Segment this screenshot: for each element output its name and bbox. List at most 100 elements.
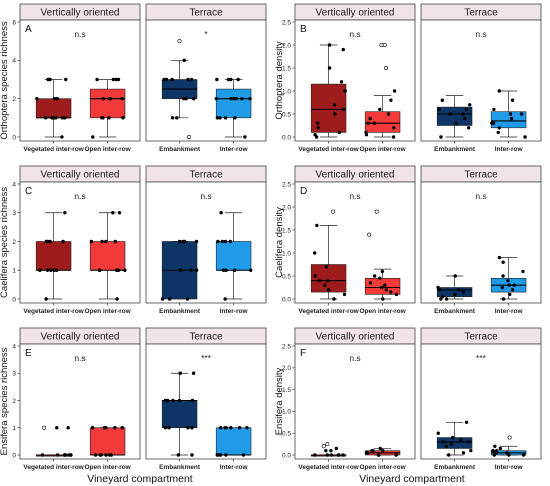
chart-f-facet-1-group-1-x-tick-label: Vegetated inter-row: [298, 464, 359, 471]
chart-a-facet-2-group-2-point: [229, 96, 233, 101]
chart-b-facet-2-group-1-point: [463, 116, 467, 121]
chart-f-facet-2-group-2-x-tick-label: Inter-row: [495, 464, 524, 471]
chart-f-facet-1-group-1-point: [341, 453, 345, 457]
chart-f-facet-2-group-2-point: [491, 448, 495, 453]
chart-a-facet-2-group-2-point: [231, 96, 236, 101]
chart-e-facet-2-group-1-point: [190, 453, 194, 457]
chart-d-facet-2-group-1-x-tick-label: Embankment: [434, 308, 476, 315]
chart-b-facet-2-group-1-x-tick-label: Embankment: [434, 146, 476, 153]
chart-d-y-tick-label: 1.5: [282, 227, 291, 234]
chart-c-facet-2-group-1-point: [177, 239, 182, 244]
chart-d-facet-2-group-1-box: [436, 287, 473, 297]
chart-c-facet-1-group-2-x-tick-label: Open inter-row: [84, 308, 131, 315]
chart-b-facet-2-group-2-point: [497, 126, 501, 130]
chart-c-facet-2-group-2-point: [219, 211, 223, 215]
chart-e-facet-1-group-2-point: [98, 453, 102, 457]
chart-d-y-tick-label: 1.0: [282, 250, 291, 257]
chart-f-y-tick-label: 2.5: [282, 343, 291, 350]
chart-c-y-tick-label: 3: [12, 210, 16, 217]
chart-a-y-tick-label: 0: [12, 134, 16, 141]
chart-c-facet-1-group-1-point: [52, 268, 57, 272]
chart-a-facet-1-group-2-x-tick-label: Open inter-row: [84, 146, 131, 153]
chart-a-facet-1-group-2-point: [121, 116, 125, 120]
chart-e-facet-2-group-1-point: [190, 398, 195, 403]
chart-d-facet-1-group-1-point: [326, 288, 331, 292]
chart-a-facet-1-group-1-point: [63, 116, 67, 120]
chart-b-facet-1-group-1-point: [343, 89, 347, 93]
chart-b-facet-2-group-2-box: [490, 111, 527, 129]
chart-c-y-tick-label: 2: [12, 239, 16, 246]
chart-b-facet-1-group-1-point: [332, 103, 337, 107]
chart-b-facet-2-group-2-point: [491, 121, 496, 125]
chart-a-panel-letter: A: [25, 24, 32, 35]
chart-e-facet-1-group-1-outlier-point: [42, 425, 47, 430]
chart-a-facet-1-group-2-point: [108, 96, 112, 101]
chart-b-facet-2-group-2-point: [519, 112, 524, 116]
chart-d-facet-2-significance: n.s: [475, 191, 486, 201]
chart-a-facet-2-group-1-outlier-point: [187, 135, 192, 140]
chart-a-facet-2-group-1-point: [170, 116, 175, 120]
chart-c-facet-2-significance: n.s: [200, 191, 211, 201]
chart-e-y-axis-title: Ensifera species richness: [0, 347, 10, 455]
chart-d-facet-1-group-2-point: [384, 288, 389, 292]
chart-b-y-tick-label: 0.5: [282, 111, 291, 118]
chart-f-facet-1-group-1-outlier-point: [325, 442, 330, 447]
chart-c-facet-2-group-2-point: [223, 297, 227, 301]
chart-c-facet-2-group-2-point: [221, 268, 226, 272]
chart-b-facet-1-group-1-point: [316, 121, 320, 125]
chart-f-facet-2-group-1-box: [436, 437, 473, 449]
chart-d-facet-2-group-2-point: [500, 285, 505, 290]
chart-e-y-tick-label: 3: [12, 371, 16, 378]
chart-b-facet-2-strip-label: Terrace: [464, 8, 498, 19]
chart-a-facet-2-group-1-point: [182, 58, 186, 63]
chart-c-facet-1-group-2-point: [115, 297, 119, 301]
chart-e-facet-2-group-2-point: [218, 453, 223, 457]
chart-c-facet-2-group-1-point: [181, 239, 185, 244]
chart-b-facet-2-group-1-point: [454, 121, 458, 125]
chart-b-facet-1-group-2-outlier-point: [382, 42, 387, 47]
chart-b-facet-2-group-1-point: [448, 112, 453, 116]
chart-e-facet-1-group-2-point: [102, 426, 106, 430]
chart-b-facet-2-group-1-point: [468, 103, 472, 107]
chart-c-facet-1-group-2-point: [113, 239, 117, 244]
chart-b-facet-1-group-1-x-tick-label: Vegetated inter-row: [298, 146, 359, 153]
chart-a-facet-1-group-1-point: [43, 116, 48, 120]
chart-c-facet-1-group-1-point: [44, 297, 48, 301]
chart-b-facet-2-group-1-point: [466, 126, 471, 130]
chart-e-facet-1-group-2-point: [109, 453, 114, 457]
chart-b-facet-1-group-2-point: [364, 130, 368, 135]
chart-a-facet-1-group-2-point: [114, 77, 118, 82]
chart-b-facet-2-group-1-box: [436, 106, 473, 126]
chart-e-facet-2-group-2-x-tick-label: Inter-row: [220, 464, 249, 471]
chart-c-facet-1-group-1-point: [63, 211, 67, 215]
chart-b-facet-1-group-1-point: [339, 80, 344, 84]
chart-c-facet-2-group-2-point: [216, 239, 220, 244]
chart-e-facet-1-group-1-point: [69, 453, 73, 457]
x-axis-title-left: Vineyard compartment: [87, 473, 193, 485]
chart-c-facet-1-group-2-point: [100, 239, 104, 244]
chart-a-facet-1-group-2-box: [89, 88, 126, 119]
chart-b-facet-1-group-2-point: [391, 135, 396, 139]
chart-f-facet-2-group-2-point: [521, 453, 526, 457]
chart-d-facet-1-group-2-point: [380, 269, 385, 274]
chart-b-y-tick-label: 1.0: [282, 88, 291, 95]
chart-d-facet-1-group-1-point: [332, 297, 336, 301]
chart-panels: Orthoptera species richness 0246Verticall…: [0, 3, 542, 471]
chart-c-facet-1-group-2-point: [89, 239, 94, 244]
chart-b-facet-1-group-2-outlier-point: [384, 66, 389, 71]
chart-e-facet-1-group-1-point: [40, 453, 45, 457]
chart-e-facet-2-group-2-point: [229, 426, 233, 430]
chart-d-facet-1-strip-label: Vertically oriented: [316, 170, 395, 181]
chart-d-facet-2-group-1-point: [461, 290, 466, 294]
chart-b-facet-1-strip-label: Vertically oriented: [316, 8, 395, 19]
chart-e-facet-1-group-1-point: [63, 453, 67, 457]
chart-d-facet-1-group-1-box: [310, 264, 347, 293]
chart-d-facet-1-group-2-outlier-point: [367, 232, 372, 237]
chart-f-panel-letter: F: [300, 348, 306, 359]
chart-b-facet-2-group-2-point: [492, 107, 496, 112]
chart-d-facet-1-group-1-point: [312, 251, 317, 255]
chart-d-facet-2-group-2-point: [501, 297, 506, 301]
chart-e-facet-1-group-1-point: [55, 453, 60, 457]
chart-f-facet-2-group-1-point: [461, 451, 466, 455]
chart-e-facet-2-group-1-box: [161, 400, 198, 429]
